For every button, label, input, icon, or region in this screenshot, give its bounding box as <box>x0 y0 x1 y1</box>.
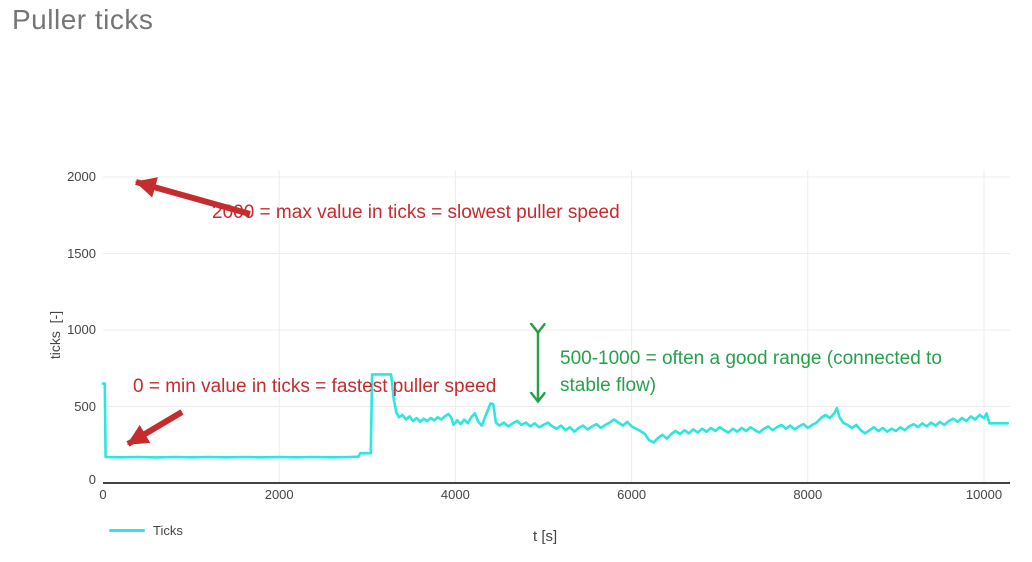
annotation-good-range: 500-1000 = often a good range (connected… <box>560 348 942 396</box>
annotation-min-value: 0 = min value in ticks = fastest puller … <box>133 376 497 397</box>
min-arrow <box>126 409 184 447</box>
legend-line-swatch <box>109 529 145 532</box>
max-arrow <box>134 177 251 217</box>
x-tick-label: 6000 <box>617 487 647 502</box>
x-tick-label: 4000 <box>440 487 470 502</box>
x-tick-label: 8000 <box>793 487 823 502</box>
y-tick-label: 500 <box>74 398 96 414</box>
y-tick-label: 1000 <box>67 322 96 337</box>
x-tick-label: 10000 <box>965 487 1003 502</box>
ticks-series-line <box>101 373 1010 459</box>
x-axis-title: t [s] <box>533 528 558 545</box>
x-tick-label: 0 <box>99 487 107 502</box>
legend-label: Ticks <box>153 523 183 538</box>
y-tick-label: 1500 <box>67 245 96 261</box>
page-title: Puller ticks <box>12 4 154 35</box>
y-tick-label: 0 <box>88 472 96 487</box>
annotation-max-value: 2000 = max value in ticks = slowest pull… <box>212 202 620 223</box>
y-tick-label: 2000 <box>67 169 96 184</box>
legend-item-ticks[interactable]: Ticks <box>109 523 183 538</box>
x-tick-label: 2000 <box>264 487 294 502</box>
